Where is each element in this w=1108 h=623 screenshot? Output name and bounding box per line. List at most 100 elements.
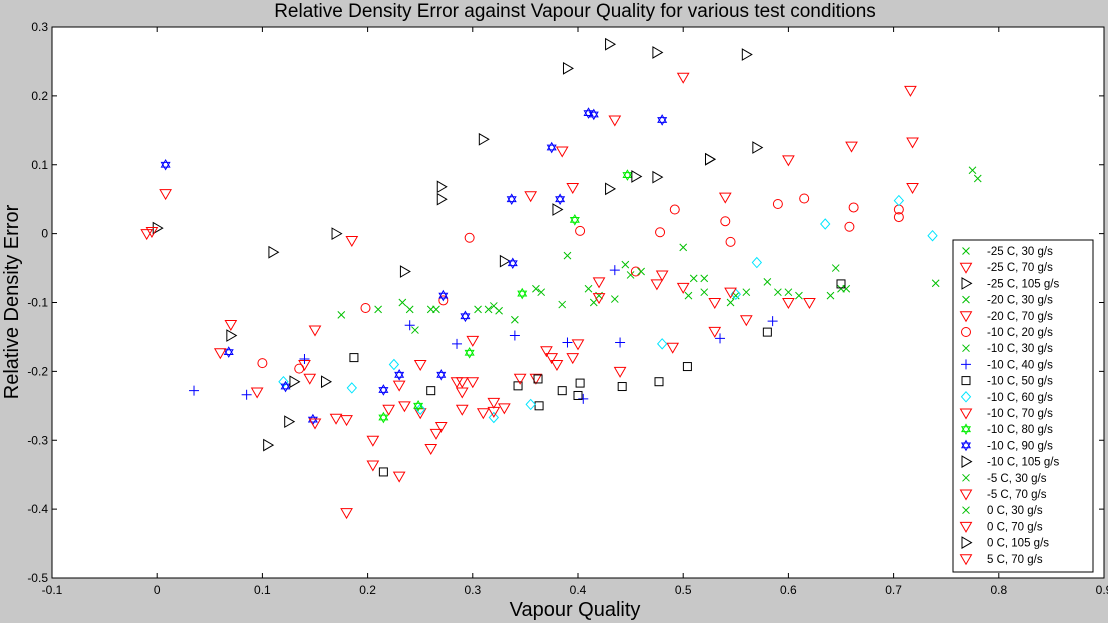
data-point [566, 182, 580, 194]
legend-entry: -10 C, 20 g/s [987, 327, 1053, 339]
y-axis-label: Relative Density Error [1, 204, 23, 399]
data-point [455, 404, 469, 416]
data-point [487, 406, 501, 418]
data-point [474, 305, 482, 314]
data-point [931, 279, 940, 288]
data-point [405, 305, 414, 314]
data-point [506, 193, 517, 205]
data-point [782, 155, 795, 167]
data-point [525, 398, 536, 411]
legend-marker [961, 536, 973, 549]
data-point [652, 46, 664, 59]
data-point [552, 203, 564, 216]
data-point [575, 378, 585, 388]
data-point [927, 229, 938, 242]
data-point [826, 291, 835, 300]
data-point [558, 300, 567, 309]
data-point [973, 174, 982, 183]
data-point [682, 362, 692, 372]
data-point [715, 333, 726, 344]
y-tick-label: -0.3 [27, 433, 48, 447]
marker-part [546, 144, 557, 154]
data-point [534, 401, 544, 411]
data-point [226, 329, 238, 342]
data-point [545, 353, 559, 365]
legend-entry: -10 C, 105 g/s [987, 457, 1059, 469]
marker-part [280, 383, 291, 393]
legend-entry: -25 C, 30 g/s [987, 246, 1053, 258]
marker-part [438, 292, 449, 302]
data-point [848, 202, 859, 213]
marker-part [507, 260, 518, 270]
data-point [499, 254, 511, 268]
data-point [378, 411, 389, 424]
series-group [160, 107, 668, 426]
data-point [497, 403, 511, 415]
data-point [589, 298, 598, 307]
marker-part [280, 380, 291, 390]
data-point [308, 418, 322, 430]
legend-marker [959, 262, 973, 274]
data-point [223, 346, 234, 358]
legend-entry: -10 C, 30 g/s [987, 343, 1053, 355]
marker-part [588, 108, 599, 118]
legend-marker [962, 295, 970, 304]
legend-marker [962, 506, 970, 515]
legend: -25 C, 30 g/s -25 C, 70 g/s -25 C, 105 g/s… [952, 239, 1094, 573]
data-point [436, 192, 448, 206]
data-point [464, 232, 475, 243]
marker-part [460, 313, 471, 323]
series-group [378, 169, 633, 424]
data-point [650, 279, 664, 291]
legend-marker [959, 554, 973, 566]
x-tick-label: 0.8 [990, 583, 1007, 597]
data-point [257, 358, 268, 369]
data-point [524, 191, 538, 203]
marker-part [657, 117, 668, 126]
legend-marker [960, 391, 972, 403]
data-point [532, 284, 540, 293]
legend-entry: 0 C, 105 g/s [987, 538, 1049, 550]
marker-part [464, 349, 475, 359]
axis-ticks: -0.1 0 0.1 0.2 0.3 0.4 0.5 0.6 0.7 0.8 0.9 -0.5 -0.4… [27, 20, 1108, 597]
y-tick-label: -0.1 [27, 296, 48, 310]
data-point [654, 377, 664, 387]
data-point [893, 194, 905, 207]
x-tick-label: 0.9 [1096, 583, 1108, 597]
data-point [438, 289, 449, 302]
data-point [484, 305, 493, 314]
data-point [555, 193, 566, 205]
data-point [669, 204, 680, 215]
marker-part [622, 172, 633, 181]
data-point [569, 214, 580, 226]
data-point [718, 192, 732, 204]
data-point [250, 387, 264, 399]
data-point [321, 375, 333, 389]
legend-entry: 0 C, 30 g/s [987, 505, 1043, 517]
legend-entry: -25 C, 70 g/s [987, 262, 1053, 274]
data-point [378, 384, 389, 396]
marker-part [517, 290, 528, 300]
series-group [213, 182, 580, 520]
data-point [507, 257, 518, 270]
marker-part [588, 111, 599, 121]
data-point [513, 373, 527, 385]
marker-part [307, 413, 318, 423]
data-point [280, 380, 291, 393]
legend-entry: -5 C, 30 g/s [987, 473, 1047, 485]
data-point [666, 342, 680, 354]
data-point [413, 359, 427, 371]
data-point [517, 287, 528, 300]
data-point [700, 274, 709, 283]
data-point [349, 353, 359, 363]
data-point [784, 288, 793, 297]
data-point [844, 221, 855, 232]
legend-entry: 0 C, 70 g/s [987, 521, 1043, 533]
series-group [278, 194, 938, 424]
marker-part [438, 289, 449, 299]
data-point [655, 270, 669, 282]
data-point [656, 338, 668, 350]
x-axis-label: Vapour Quality [510, 599, 641, 621]
data-point [537, 288, 546, 297]
series-group [349, 279, 846, 477]
